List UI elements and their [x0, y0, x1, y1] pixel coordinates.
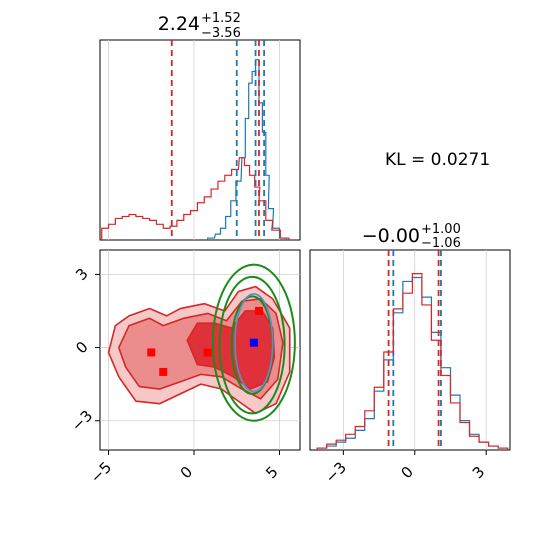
- bottom-left-xticks: −5 0 5: [87, 450, 282, 487]
- top-left-marks: [101, 40, 290, 240]
- green-ellipse-1: [218, 275, 286, 415]
- bottom-right-xticks: −3 0 3: [322, 450, 488, 487]
- bottom-right-marks: [316, 250, 509, 450]
- ytick-label-0: −3: [68, 407, 96, 435]
- top-left-title-minus: −3.56: [201, 26, 241, 41]
- kl-annotation: KL = 0.0271: [385, 150, 490, 170]
- bottom-right-title-minus: −1.06: [421, 236, 461, 251]
- bottom-left-yticks: −3 0 3: [68, 265, 100, 435]
- bottom-right-title-plus: +1.00: [421, 222, 461, 237]
- blue-marker: [249, 338, 258, 347]
- xtick-label-0: −5: [87, 458, 115, 486]
- hist-series-1: [101, 157, 290, 240]
- top-left-title-main: 2.24: [158, 13, 200, 35]
- xtick-label-2: 3: [469, 463, 488, 482]
- xtick-label-0: −3: [322, 458, 350, 486]
- bottom-right-title-main: −0.00: [362, 225, 420, 247]
- bottom-right-panel: −3 0 3 −0.00 +1.00 −1.06: [309, 222, 511, 487]
- xtick-label-2: 5: [262, 463, 281, 482]
- top-left-frame: [99, 39, 301, 241]
- xtick-label-1: 0: [397, 463, 416, 482]
- bottom-right-frame: [309, 249, 511, 451]
- bottom-left-marks: [107, 263, 296, 422]
- red-marker-2: [203, 348, 212, 357]
- xtick-label-1: 0: [177, 463, 196, 482]
- green-ellipse-2: [211, 263, 296, 422]
- top-left-panel: 2.24 +1.52 −3.56: [99, 11, 301, 241]
- hist-series-0: [207, 59, 287, 240]
- top-left-title-plus: +1.52: [201, 11, 241, 26]
- blue-ellipse-0: [234, 293, 274, 393]
- hist-series-1: [316, 273, 509, 450]
- ytick-label-1: 0: [72, 338, 91, 357]
- red-marker-0: [147, 348, 156, 357]
- red-marker-1: [159, 367, 168, 376]
- ytick-label-2: 3: [72, 265, 91, 284]
- bottom-left-panel: −5 0 5 −3 0 3: [68, 249, 301, 487]
- red-marker-3: [254, 306, 263, 315]
- top-left-grid: [108, 40, 280, 240]
- bottom-right-grid: [342, 250, 487, 450]
